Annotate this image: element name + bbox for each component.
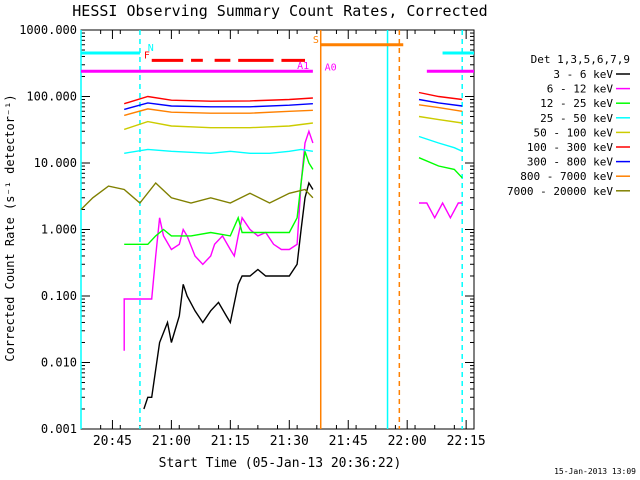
- flag-bar-label: N: [148, 43, 154, 54]
- series-line: [419, 201, 463, 220]
- series-line: [124, 102, 313, 111]
- flag-bar-label: A0: [325, 62, 337, 73]
- x-axis-label: Start Time (05-Jan-13 20:36:22): [159, 456, 402, 471]
- y-tick-label: 0.010: [41, 356, 77, 370]
- series-line: [143, 181, 314, 410]
- x-tick-label: 21:45: [329, 434, 368, 449]
- series-line: [418, 91, 463, 101]
- timestamp-label: 15-Jan-2013 13:09: [554, 467, 636, 476]
- x-tick-label: 21:00: [152, 434, 191, 449]
- axes: 0.001 0.010 0.100 1.000 10.000 100.000 1000.00…: [19, 23, 486, 449]
- chart-title: HESSI Observing Summary Count Rates, Cor…: [72, 2, 487, 20]
- y-axis-label: Corrected Count Rate (s⁻¹ detector⁻¹): [3, 94, 17, 361]
- series-line: [124, 148, 314, 155]
- series-line: [123, 95, 313, 105]
- legend-entry-label: 800 - 7000 keV: [520, 170, 613, 183]
- series-line: [124, 108, 313, 117]
- series-line: [418, 104, 463, 112]
- legend-entry-label: 100 - 300 keV: [527, 141, 613, 154]
- x-tick-label: 22:15: [447, 434, 486, 449]
- series-line: [80, 181, 314, 210]
- y-tick-label: 10.000: [34, 156, 77, 170]
- x-tick-label: 20:45: [93, 434, 132, 449]
- series-line: [124, 151, 314, 246]
- legend-entry-label: 300 - 800 keV: [527, 156, 613, 169]
- y-tick-label: 1.000: [41, 223, 77, 237]
- series-line: [123, 120, 313, 131]
- legend-entry-label: 25 - 50 keV: [540, 112, 613, 125]
- flag-bar-label: A1: [297, 61, 309, 72]
- y-tick-label: 0.100: [41, 289, 77, 303]
- flag-bar-label: F: [144, 50, 150, 61]
- series-line: [418, 98, 463, 107]
- plot-area: NF A1 A0 S: [80, 30, 474, 429]
- y-tick-label: 100.000: [26, 90, 77, 104]
- legend-title: Det 1,3,5,6,7,9: [531, 53, 630, 66]
- legend-entry-label: 3 - 6 keV: [553, 68, 613, 81]
- legend-entry-label: 7000 - 20000 keV: [507, 185, 613, 198]
- flag-bar-label: S: [313, 35, 319, 46]
- series-line: [123, 129, 314, 351]
- x-tick-label: 21:15: [211, 434, 250, 449]
- series-line: [418, 157, 463, 179]
- legend-entry-label: 50 - 100 keV: [534, 126, 614, 139]
- legend-entry-label: 6 - 12 keV: [547, 83, 614, 96]
- x-tick-label: 22:00: [388, 434, 427, 449]
- y-tick-label: 1000.000: [19, 23, 77, 37]
- series-line: [418, 135, 463, 152]
- x-tick-label: 21:30: [270, 434, 309, 449]
- series-line: [418, 115, 463, 124]
- y-tick-label: 0.001: [41, 422, 77, 436]
- legend-entry-label: 12 - 25 keV: [540, 97, 613, 110]
